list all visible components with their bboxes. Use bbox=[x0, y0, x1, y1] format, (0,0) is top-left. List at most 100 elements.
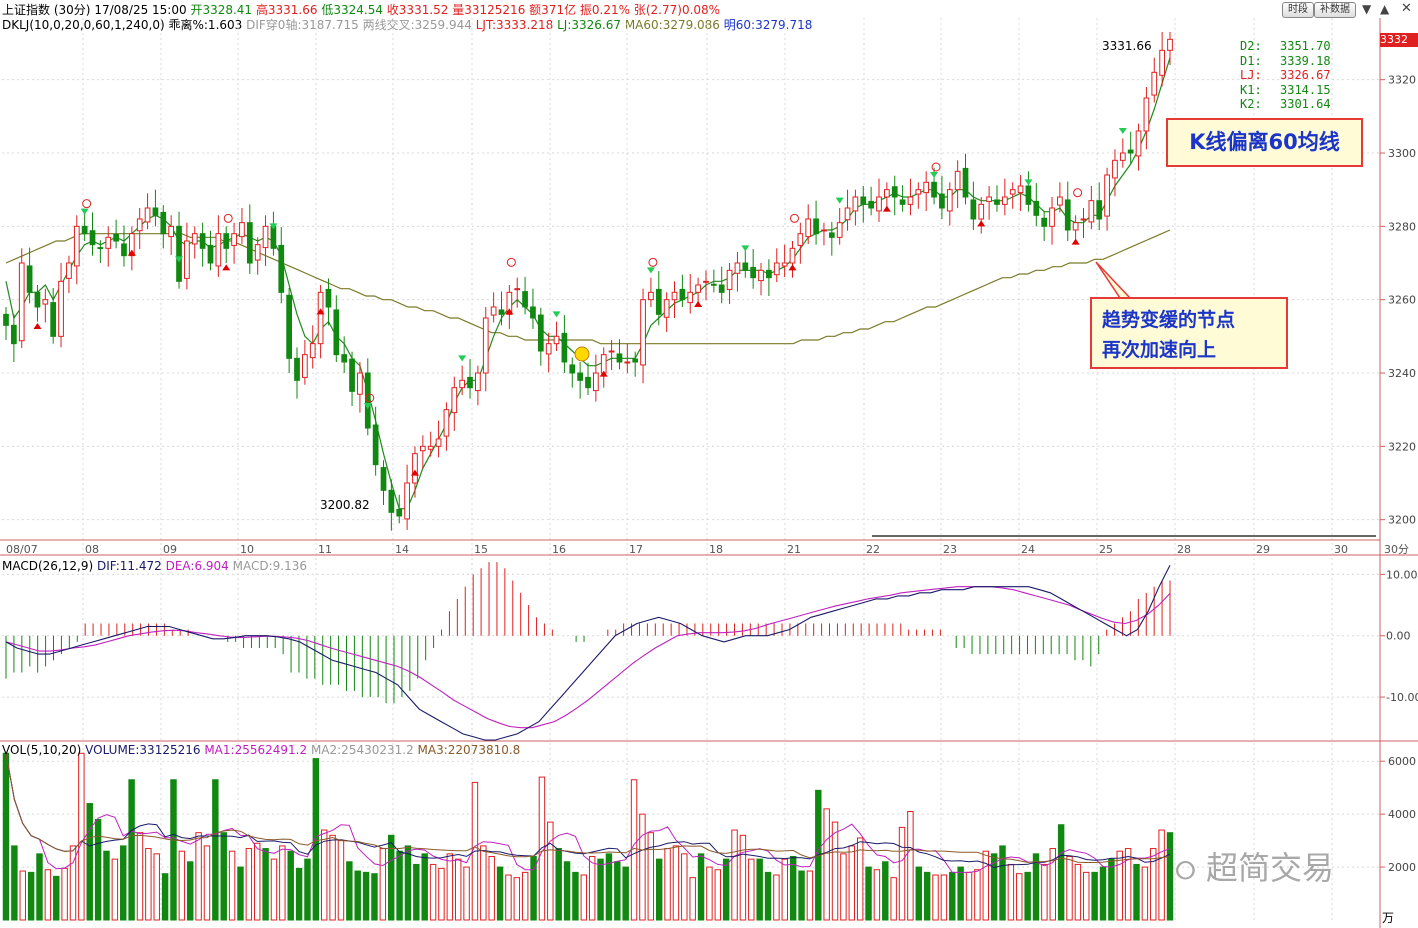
volume-bar bbox=[614, 861, 621, 921]
macd-value: MACD:9.136 bbox=[232, 559, 307, 573]
volume-bar bbox=[1007, 863, 1015, 921]
candle-body bbox=[821, 229, 827, 232]
volume-bar bbox=[11, 845, 18, 921]
date-tick-label: 24 bbox=[1021, 543, 1035, 556]
volume-bar bbox=[915, 866, 922, 921]
price-tick-label: 3200 bbox=[1388, 514, 1416, 527]
up-arrow-icon[interactable]: ▲ bbox=[1380, 2, 1390, 16]
volume-bar bbox=[806, 870, 814, 921]
deviation-callout-text: K线偏离60均线 bbox=[1189, 130, 1340, 154]
volume-bar bbox=[714, 869, 722, 921]
candle-body bbox=[1064, 199, 1071, 231]
candle-body bbox=[530, 306, 536, 319]
date-tick-label: 17 bbox=[629, 543, 643, 556]
date-tick-label: 15 bbox=[474, 543, 488, 556]
date-tick-label: 28 bbox=[1177, 543, 1191, 556]
volume-bar bbox=[789, 855, 797, 921]
amount-value: 额371亿 bbox=[529, 3, 577, 17]
candle-body bbox=[349, 358, 355, 392]
signal-circle-marker bbox=[506, 257, 516, 267]
volume-bar bbox=[840, 853, 847, 921]
volume-bar bbox=[354, 870, 361, 921]
candle-body bbox=[718, 284, 725, 293]
candle-body bbox=[884, 189, 890, 198]
period-button[interactable]: 时段 bbox=[1282, 2, 1314, 18]
candle-body bbox=[239, 222, 245, 238]
volume-bar bbox=[413, 863, 420, 921]
volume-tick-label: 2000 bbox=[1388, 861, 1416, 874]
volume-bar bbox=[387, 834, 395, 921]
deviation-callout: K线偏离60均线 bbox=[1166, 118, 1363, 167]
volume-bar bbox=[923, 871, 931, 921]
candle-body bbox=[231, 233, 237, 246]
candle-body bbox=[105, 236, 112, 249]
volume-bar bbox=[454, 858, 462, 921]
candle-body bbox=[648, 291, 654, 301]
candle-body bbox=[396, 508, 403, 517]
volume-bar bbox=[907, 811, 914, 921]
candle-body bbox=[813, 218, 819, 235]
buy-triangle-marker bbox=[1071, 238, 1080, 245]
price-tick-label: 3320 bbox=[1388, 74, 1416, 87]
high-price-label: 3331.66 bbox=[1102, 39, 1152, 53]
volume-bar bbox=[521, 871, 529, 921]
volume-bar bbox=[287, 850, 294, 921]
buy-triangle-marker bbox=[694, 301, 703, 307]
candle-body bbox=[427, 445, 434, 450]
date-tick-label: 21 bbox=[787, 543, 801, 556]
volume-bar bbox=[379, 848, 387, 921]
volume-bar bbox=[1124, 848, 1132, 921]
candle-body bbox=[1009, 189, 1016, 195]
date-tick-label: 10 bbox=[240, 543, 254, 556]
price-tick-label: 3220 bbox=[1388, 440, 1416, 453]
volume-bar bbox=[488, 855, 495, 921]
volume-bar bbox=[145, 848, 152, 921]
volume-bar bbox=[86, 803, 93, 921]
candle-body bbox=[34, 291, 41, 308]
candle-body bbox=[286, 294, 292, 359]
macd-dea: DEA:6.904 bbox=[165, 559, 229, 573]
candle-body bbox=[703, 280, 709, 283]
candle-body bbox=[962, 167, 969, 198]
buy-triangle-marker bbox=[788, 264, 797, 271]
close-icon[interactable]: ✕ bbox=[1401, 1, 1412, 16]
candle-body bbox=[443, 409, 450, 437]
date-tick-label: 14 bbox=[395, 543, 409, 556]
sell-triangle-marker bbox=[835, 197, 844, 204]
sell-triangle-marker bbox=[80, 208, 89, 215]
d2-value: 3351.70 bbox=[1280, 39, 1331, 53]
wechat-icon: ⭘ bbox=[1175, 856, 1196, 886]
sell-triangle-marker bbox=[741, 245, 750, 252]
candle-body bbox=[50, 302, 57, 337]
volume-bar bbox=[1083, 871, 1090, 921]
macd-header: MACD(26,12,9) DIF:11.472 DEA:6.904 MACD:… bbox=[2, 558, 307, 574]
candle-body bbox=[742, 262, 749, 271]
date-tick-label: 25 bbox=[1099, 543, 1113, 556]
candle-body bbox=[419, 445, 426, 452]
candle-body bbox=[789, 247, 796, 264]
candle-body bbox=[1025, 185, 1032, 205]
volume-bar bbox=[1016, 873, 1023, 921]
candle-body bbox=[459, 379, 466, 389]
volume-bar bbox=[848, 845, 856, 921]
sell-triangle-marker bbox=[363, 403, 372, 409]
down-arrow-icon[interactable]: ▼ bbox=[1362, 2, 1372, 16]
candle-body bbox=[1127, 149, 1134, 154]
volume-bar bbox=[237, 866, 244, 921]
candle-body bbox=[246, 222, 253, 264]
volume-value: 量33125216 bbox=[452, 3, 526, 17]
candle-body bbox=[435, 438, 442, 447]
candle-body bbox=[876, 196, 882, 212]
date-tick-label: 11 bbox=[318, 543, 332, 556]
volume-bar bbox=[873, 869, 881, 921]
fill-data-button[interactable]: 补数据 bbox=[1314, 2, 1356, 18]
candle-body bbox=[695, 284, 701, 293]
candle-body bbox=[317, 291, 324, 345]
candle-body bbox=[191, 233, 198, 245]
candle-body bbox=[1135, 130, 1142, 157]
candle-body bbox=[278, 244, 285, 293]
volume-bar bbox=[279, 845, 286, 921]
volume-bar bbox=[572, 871, 579, 921]
volume-bar bbox=[697, 853, 705, 921]
watermark-text: 超简交易 bbox=[1205, 849, 1334, 887]
